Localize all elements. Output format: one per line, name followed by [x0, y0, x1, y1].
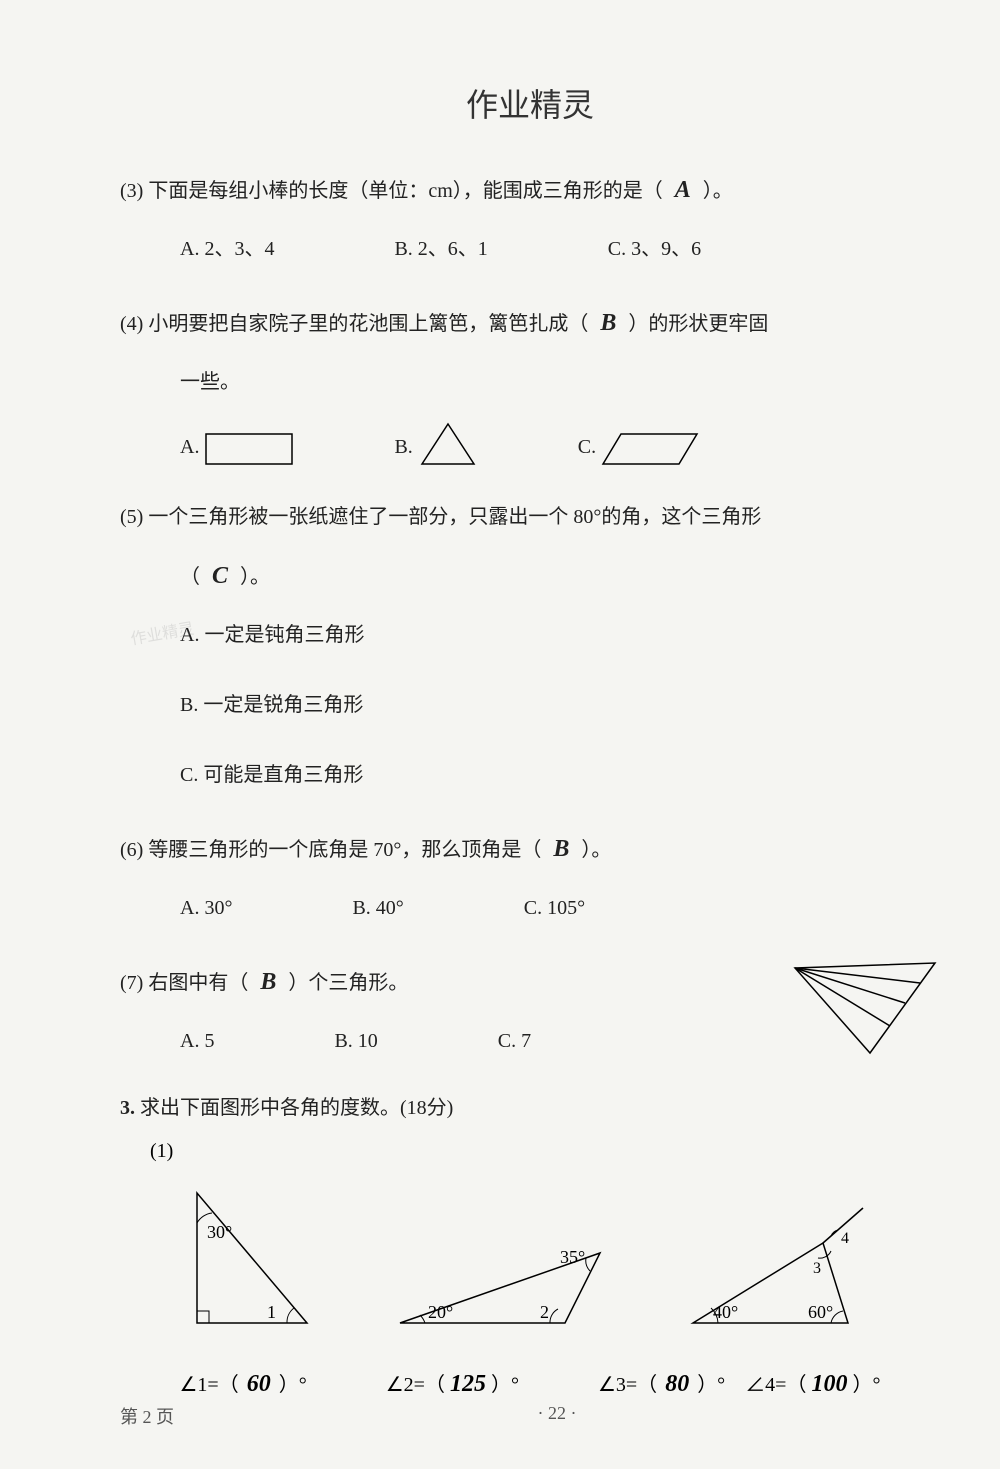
q5-option-a: A. 一定是钝角三角形 [180, 615, 940, 655]
a3-suffix: ）° [697, 1374, 725, 1396]
footer-center: · 22 · [538, 1403, 577, 1429]
a2-val: 125 [450, 1371, 486, 1398]
q4-text: 小明要把自家院子里的花池围上篱笆，篱笆扎成（ [148, 313, 588, 335]
fan-triangle-icon [790, 958, 940, 1058]
section-3-sub1: (1) [120, 1140, 940, 1163]
t2-label: 2 [540, 1302, 549, 1322]
q4-line2: 一些。 [120, 362, 940, 402]
q4-answer: B [593, 299, 623, 347]
q4-label-c: C. [578, 427, 596, 467]
q3-options: A. 2、3、4 B. 2、6、1 C. 3、9、6 [120, 229, 940, 269]
q6-number: (6) [120, 839, 143, 861]
q5-number: (5) [120, 506, 143, 528]
q7-text: 右图中有（ [148, 972, 248, 994]
q5-line2-end: ）。 [240, 566, 270, 588]
t2-angle-right: 35° [560, 1247, 585, 1267]
a2-prefix: ∠2=（ [386, 1374, 445, 1396]
q5-text: 一个三角形被一张纸遮住了一部分，只露出一个 80°的角，这个三角形 [148, 506, 761, 528]
t1-angle-top: 30° [207, 1222, 232, 1242]
answer-3: ∠3=（ 80 ）° ∠4=（ 100 ）° [598, 1368, 881, 1398]
q7-answer: B [253, 958, 283, 1006]
q5-option-c: C. 可能是直角三角形 [180, 755, 940, 795]
rectangle-icon [204, 432, 294, 467]
triangle-2: 20° 35° 2 [390, 1233, 610, 1338]
q4-text-end: ）的形状更牢固 [628, 313, 768, 335]
q4-shape-options: A. B. C. [120, 422, 940, 467]
section-3-num: 3. [120, 1097, 135, 1119]
q5-options: A. 一定是钝角三角形 B. 一定是锐角三角形 C. 可能是直角三角形 [120, 615, 940, 795]
a1-prefix: ∠1=（ [180, 1374, 239, 1396]
a3-val: 80 [662, 1371, 692, 1398]
q7-option-b: B. 10 [334, 1021, 377, 1061]
q3-option-a: A. 2、3、4 [180, 229, 274, 269]
t3-label4: 4 [841, 1230, 849, 1247]
q4-label-a: A. [180, 427, 199, 467]
parallelogram-icon [601, 432, 701, 467]
q6-options: A. 30° B. 40° C. 105° [120, 888, 940, 928]
q6-answer: B [546, 825, 576, 873]
triangle-3: 40° 60° 3 4 [683, 1203, 883, 1338]
triangle-1: 30° 1 [177, 1183, 317, 1338]
q4-shape-a: A. [180, 427, 294, 467]
q3-option-c: C. 3、9、6 [608, 229, 701, 269]
q7-number: (7) [120, 972, 143, 994]
t3-label3: 3 [813, 1260, 821, 1277]
q4-shape-b: B. [394, 422, 477, 467]
q5-option-b: B. 一定是锐角三角形 [180, 685, 940, 725]
q3-answer: A [668, 166, 698, 214]
answers-row: ∠1=（ 60 ）° ∠2=（ 125 ）° ∠3=（ 80 ）° ∠4=（ 1… [120, 1368, 940, 1398]
t3-angle-right: 60° [808, 1302, 833, 1322]
question-7: (7) 右图中有（ B ）个三角形。 A. 5 B. 10 C. 7 [120, 958, 940, 1061]
q4-label-b: B. [394, 427, 412, 467]
answer-2: ∠2=（ 125 ）° [386, 1368, 519, 1398]
t3-angle-left: 40° [713, 1302, 738, 1322]
question-4: (4) 小明要把自家院子里的花池围上篱笆，篱笆扎成（ B ）的形状更牢固 一些。… [120, 299, 940, 467]
answer-1: ∠1=（ 60 ）° [180, 1368, 307, 1398]
a4-val: 100 [811, 1371, 847, 1398]
a2-suffix: ）° [491, 1374, 519, 1396]
q5-line2-start: （ [180, 566, 200, 588]
q3-number: (3) [120, 180, 143, 202]
q7-option-c: C. 7 [498, 1021, 531, 1061]
a4-prefix: ∠4=（ [745, 1374, 806, 1396]
q6-option-c: C. 105° [524, 888, 585, 928]
q7-options: A. 5 B. 10 C. 7 [120, 1021, 790, 1061]
q3-text: 下面是每组小棒的长度（单位：cm），能围成三角形的是（ [148, 180, 662, 202]
q6-text: 等腰三角形的一个底角是 70°，那么顶角是（ [148, 839, 541, 861]
page-footer: 第 2 页 · 22 · [120, 1403, 940, 1429]
question-6: (6) 等腰三角形的一个底角是 70°，那么顶角是（ B ）。 A. 30° B… [120, 825, 940, 928]
a1-val: 60 [244, 1371, 274, 1398]
q5-answer: C [205, 552, 235, 600]
a1-suffix: ）° [279, 1374, 307, 1396]
q4-shape-c: C. [578, 427, 701, 467]
section-3-title: 3. 求出下面图形中各角的度数。(18分) [120, 1091, 940, 1120]
section-3-text: 求出下面图形中各角的度数。(18分) [140, 1097, 453, 1119]
q7-text-end: ）个三角形。 [288, 972, 408, 994]
a4-suffix: ）° [852, 1374, 880, 1396]
question-3: (3) 下面是每组小棒的长度（单位：cm），能围成三角形的是（ A ）。 A. … [120, 166, 940, 269]
q4-number: (4) [120, 313, 143, 335]
triangles-row: 30° 1 20° 35° 2 40° 60° 3 4 [120, 1183, 940, 1338]
t2-angle-left: 20° [428, 1302, 453, 1322]
t1-label: 1 [267, 1302, 276, 1322]
footer-left: 第 2 页 [120, 1403, 174, 1429]
q3-text-end: ）。 [703, 180, 733, 202]
q6-text-end: ）。 [581, 839, 611, 861]
q6-option-a: A. 30° [180, 888, 232, 928]
a3-prefix: ∠3=（ [598, 1374, 657, 1396]
q3-option-b: B. 2、6、1 [394, 229, 487, 269]
q6-option-b: B. 40° [352, 888, 403, 928]
q7-option-a: A. 5 [180, 1021, 214, 1061]
question-5: (5) 一个三角形被一张纸遮住了一部分，只露出一个 80°的角，这个三角形 （ … [120, 497, 940, 795]
page-header-title: 作业精灵 [120, 80, 940, 126]
triangle-icon [418, 422, 478, 467]
